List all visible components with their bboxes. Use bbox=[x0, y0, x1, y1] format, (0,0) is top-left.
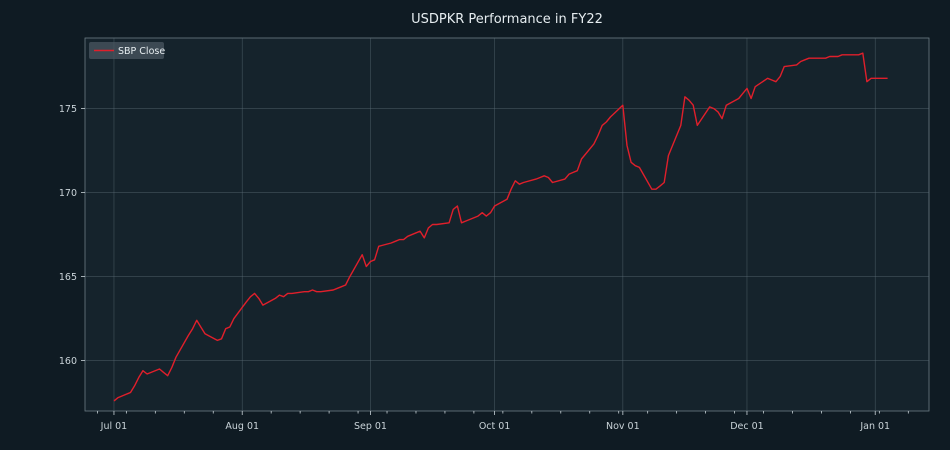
x-tick-label: Dec 01 bbox=[730, 421, 764, 432]
x-tick-label: Sep 01 bbox=[354, 421, 387, 432]
x-tick-label: Jul 01 bbox=[100, 421, 128, 432]
y-tick-label: 170 bbox=[59, 188, 77, 199]
legend-label-sbp-close: SBP Close bbox=[118, 46, 165, 57]
x-tick-label: Nov 01 bbox=[606, 421, 640, 432]
series-layer bbox=[113, 52, 888, 402]
axis-ticks: Jul 01 Aug 01 Sep 01 Oct 01 Nov 01 Dec 01 Jan … bbox=[59, 104, 909, 432]
legend: SBP Close bbox=[89, 42, 165, 59]
x-tick-label: Jan 01 bbox=[859, 421, 890, 432]
y-tick-label: 165 bbox=[59, 272, 77, 283]
y-tick-label: 160 bbox=[59, 356, 77, 367]
series-line-sbp-close bbox=[113, 52, 888, 402]
legend-box bbox=[89, 42, 164, 59]
y-tick-label: 175 bbox=[59, 104, 77, 115]
x-tick-label: Oct 01 bbox=[479, 421, 511, 432]
chart-title: USDPKR Performance in FY22 bbox=[411, 12, 603, 27]
x-tick-label: Aug 01 bbox=[225, 421, 259, 432]
plot-area bbox=[84, 37, 930, 412]
grid bbox=[85, 38, 929, 411]
